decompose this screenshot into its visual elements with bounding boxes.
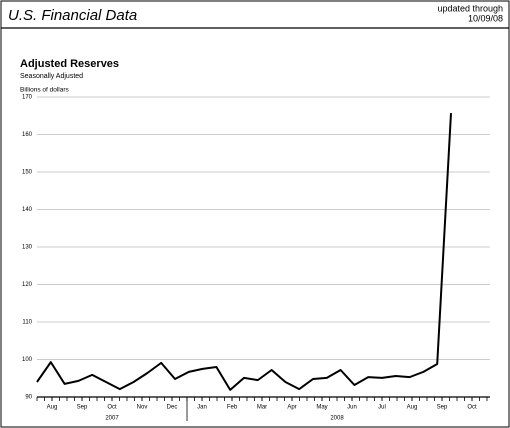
chart-title: Adjusted Reserves	[20, 58, 119, 70]
x-tick-label: Apr	[287, 405, 296, 411]
x-tick-label: Aug	[47, 405, 58, 411]
updated-label: updated through	[437, 3, 503, 13]
x-tick-label: Sep	[437, 405, 448, 411]
year-label: 2007	[105, 416, 119, 422]
x-tick-label: Feb	[227, 405, 238, 411]
y-tick-label: 110	[22, 320, 32, 326]
x-tick-label: Jul	[378, 405, 386, 411]
x-tick-label: Oct	[467, 405, 477, 411]
y-tick-label: 120	[22, 282, 33, 288]
x-tick-label: Oct	[107, 405, 117, 411]
year-label: 2008	[330, 416, 344, 422]
x-tick-label: Mar	[257, 405, 267, 411]
header-title: U.S. Financial Data	[8, 7, 137, 24]
y-tick-label: 140	[22, 207, 33, 213]
data-line	[36, 113, 452, 391]
y-tick-label: 150	[22, 170, 33, 176]
y-tick-label: 160	[22, 132, 33, 138]
x-tick-label: Aug	[407, 405, 418, 411]
x-tick-label: Jun	[347, 405, 357, 411]
x-tick-label: Sep	[77, 405, 88, 411]
x-tick-label: Jan	[197, 405, 207, 411]
x-tick-label: Dec	[167, 405, 178, 411]
updated-date: 10/09/08	[468, 13, 503, 23]
y-tick-label: 100	[22, 357, 33, 363]
x-tick-label: Nov	[137, 405, 148, 411]
y-axis-label: Billions of dollars	[20, 87, 70, 94]
x-tick-label: May	[316, 405, 327, 411]
y-tick-label: 170	[22, 95, 33, 101]
chart-subtitle: Seasonally Adjusted	[20, 73, 83, 80]
y-tick-label: 130	[22, 245, 33, 251]
y-tick-label: 90	[25, 395, 32, 401]
